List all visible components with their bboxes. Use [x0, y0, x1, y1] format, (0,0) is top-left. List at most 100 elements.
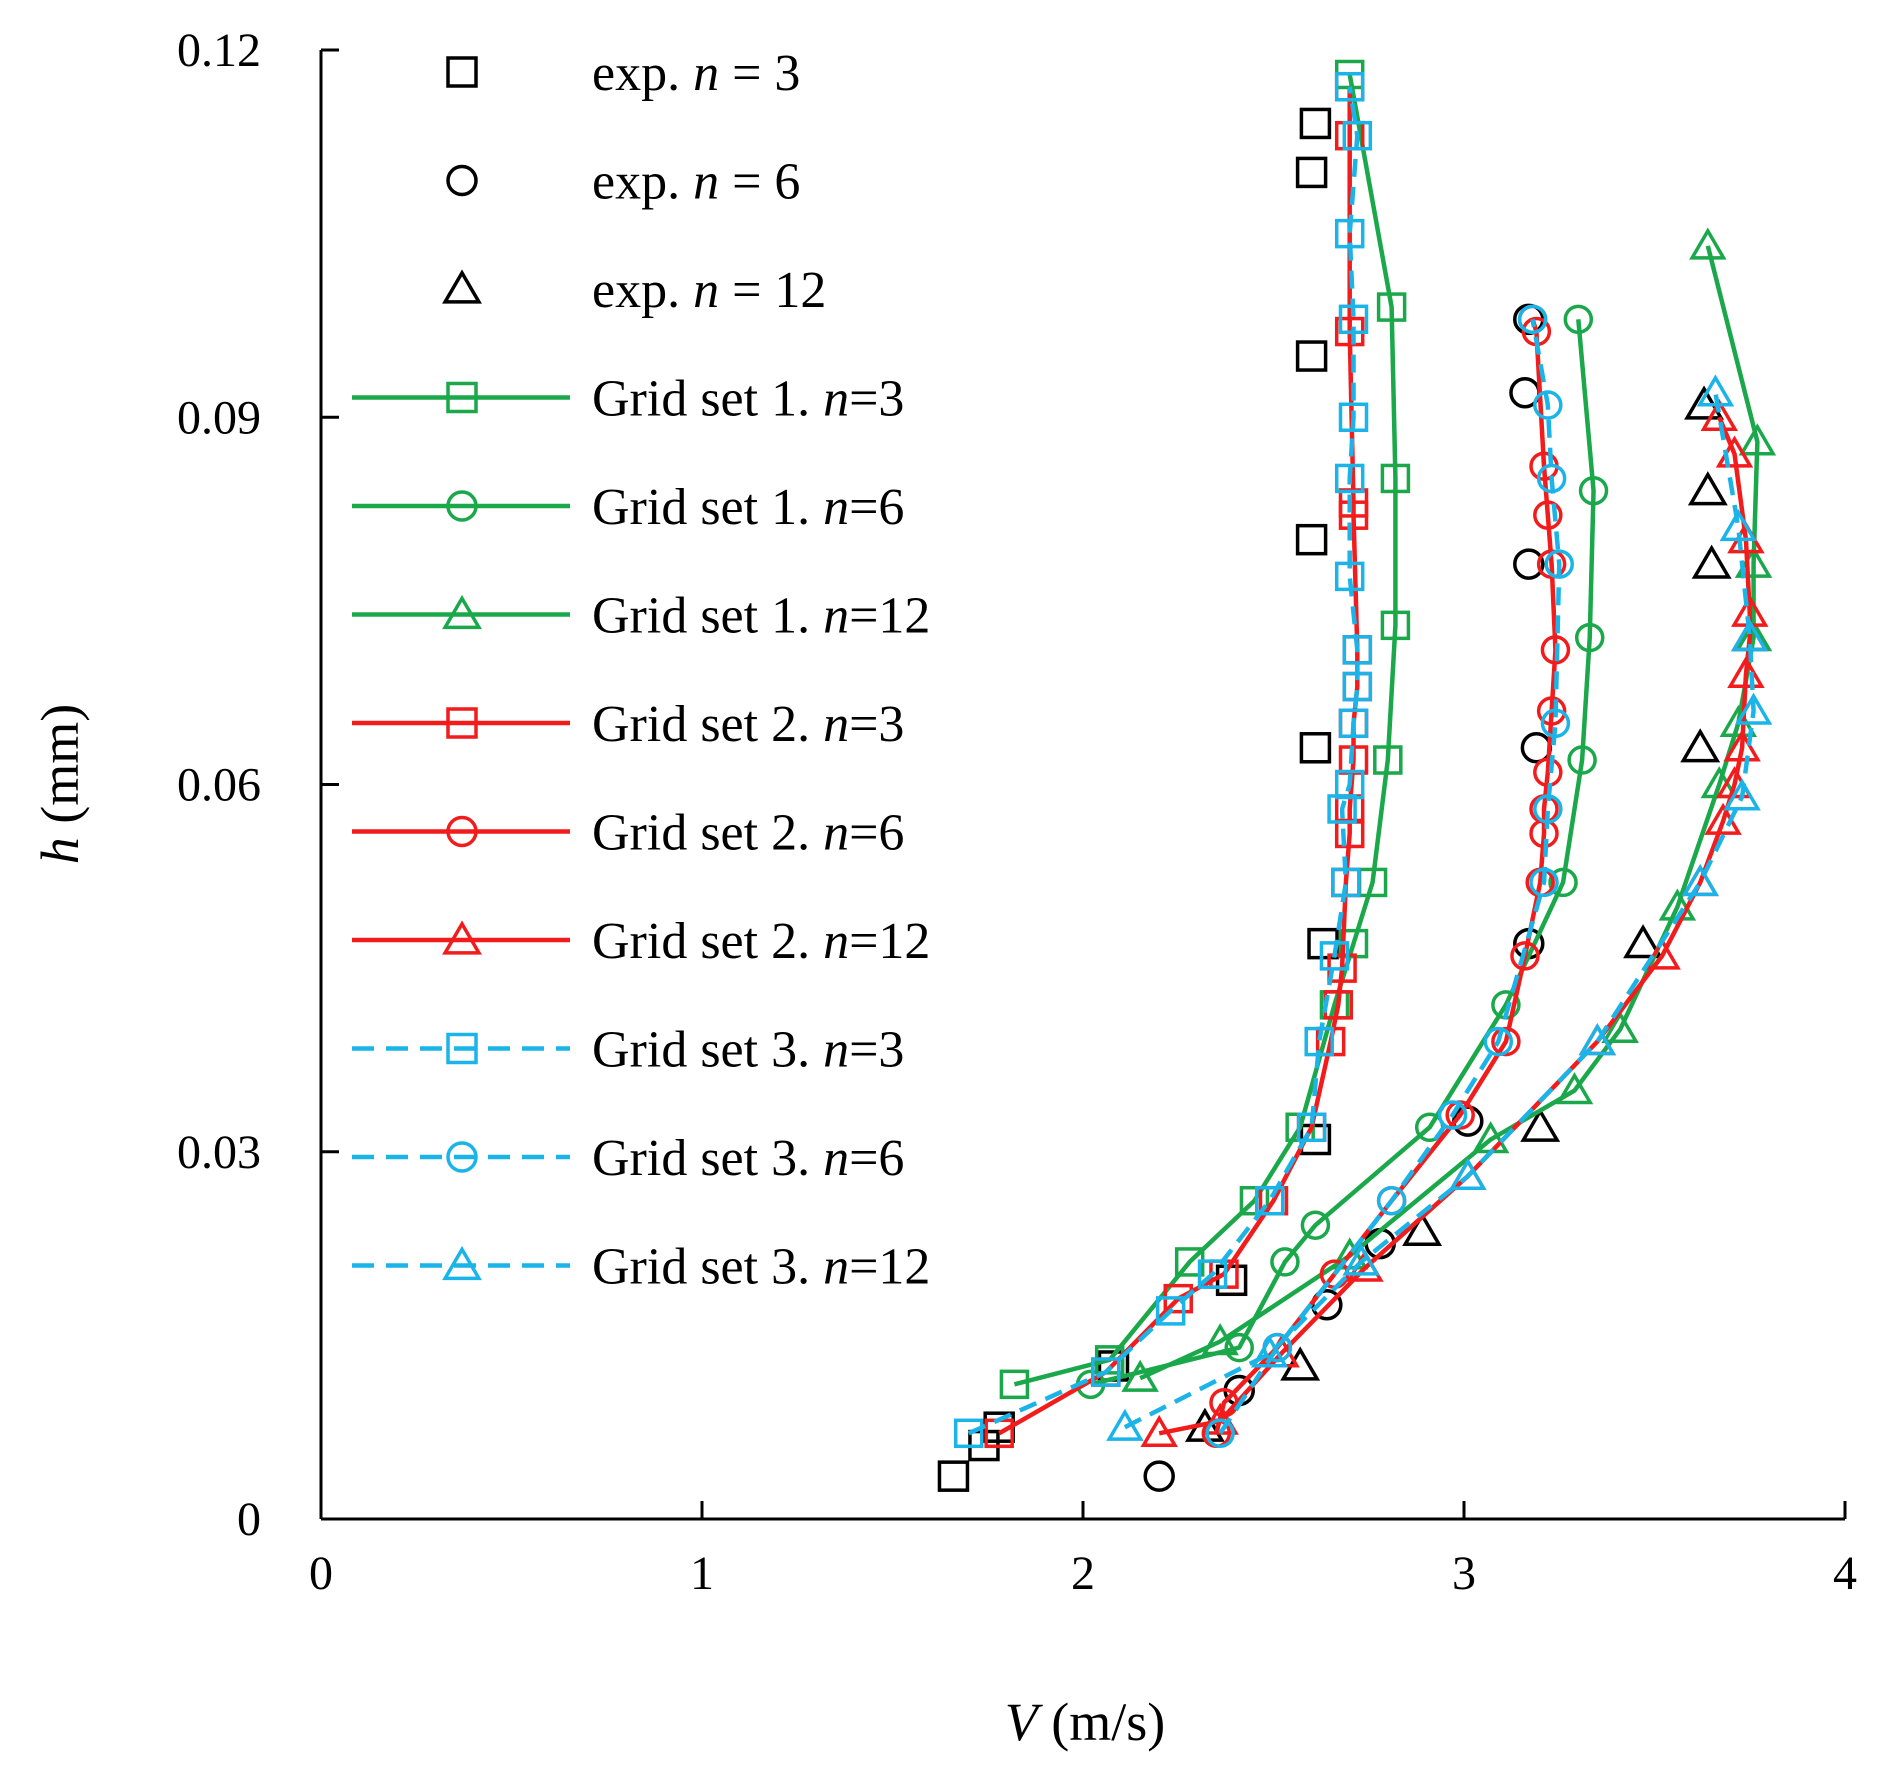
legend-marker-swatch [446, 164, 478, 197]
data-point [1574, 622, 1605, 653]
axes: h (mm) V (m/s) [30, 50, 1845, 1752]
data-point [1338, 708, 1369, 739]
data-point [1334, 769, 1365, 800]
data-point [999, 1369, 1030, 1400]
data-point [1376, 292, 1407, 322]
data-point [1091, 1357, 1121, 1387]
data-point [1536, 549, 1567, 579]
y-tick-label: 0.12 [177, 24, 261, 77]
data-point [1544, 549, 1574, 579]
legend-label: Grid set 3. n=12 [592, 1239, 930, 1296]
data-point [1529, 867, 1559, 898]
data-point [1437, 1100, 1468, 1130]
data-point [1239, 1185, 1270, 1216]
data-point [1331, 867, 1361, 898]
series-grid3-square [953, 71, 1373, 1449]
legend-marker-swatch [446, 1032, 478, 1065]
data-point [1533, 794, 1563, 824]
data-point [1342, 635, 1373, 665]
data-point [1691, 544, 1732, 579]
series-exp-square [937, 107, 1339, 1492]
data-point [1342, 671, 1373, 702]
data-point [1536, 463, 1567, 494]
legend-marker-swatch [446, 490, 478, 522]
data-point [1121, 1359, 1159, 1392]
data-point [1215, 1264, 1248, 1297]
data-point [1342, 120, 1373, 151]
legend-label: Grid set 3. n=6 [592, 1130, 904, 1187]
series-exp-triangle [1184, 385, 1732, 1442]
data-point [1449, 1157, 1487, 1190]
series-grid1-triangle [1121, 227, 1777, 1392]
legend-label: exp. n = 6 [592, 154, 800, 211]
x-axis-label-unit: (m/s) [1038, 1692, 1166, 1752]
data-point [1520, 732, 1553, 764]
data-point [1723, 778, 1761, 811]
series-line [998, 86, 1360, 1436]
legend-label: Grid set 2. n=6 [592, 805, 904, 862]
plot-area [937, 59, 1777, 1492]
legend-label: Grid set 1. n=6 [592, 479, 904, 536]
data-point [1540, 708, 1571, 739]
legend-marker-swatch [442, 920, 482, 955]
data-point [1533, 390, 1563, 420]
legend: exp. n = 3 exp. n = 6 exp. n = 12 Grid set … [352, 45, 930, 1296]
series-line [967, 86, 1360, 1436]
data-point [1201, 1323, 1239, 1356]
data-point [1623, 924, 1664, 959]
data-point [1334, 71, 1365, 102]
y-tick-label: 0.06 [177, 759, 261, 812]
series-line [1123, 392, 1756, 1430]
data-point [1738, 423, 1777, 456]
data-point [1250, 1335, 1289, 1368]
data-point [953, 1418, 984, 1449]
legend-marker-swatch [442, 1245, 482, 1281]
x-axis-label-symbol: V [1005, 1692, 1044, 1752]
data-point [1567, 745, 1597, 775]
data-point [1296, 1112, 1327, 1143]
data-point [1254, 1185, 1285, 1216]
legend-entry: Grid set 1. n=6 [352, 479, 904, 536]
data-point [1380, 610, 1411, 641]
data-point [1689, 227, 1727, 260]
data-point [1700, 398, 1739, 431]
data-point [1270, 1247, 1300, 1277]
data-point [1402, 1211, 1443, 1246]
legend-label: Grid set 2. n=3 [592, 696, 904, 753]
y-tick-label: 0.09 [177, 391, 261, 444]
legend-entry: Grid set 1. n=3 [352, 371, 904, 428]
data-point [1540, 635, 1571, 665]
data-point [1681, 864, 1719, 897]
legend-entry: Grid set 3. n=12 [352, 1239, 930, 1296]
data-point [1533, 500, 1563, 530]
data-point [1304, 1026, 1334, 1057]
data-point [1299, 732, 1332, 764]
data-point [1513, 548, 1545, 580]
data-point [1643, 937, 1681, 970]
series-line [1090, 319, 1596, 1387]
legend-entry: exp. n = 6 [446, 154, 800, 211]
data-point [1106, 1408, 1144, 1441]
data-point [1517, 304, 1548, 335]
data-point [1334, 463, 1365, 494]
data-point [1300, 1210, 1331, 1240]
data-point [1338, 304, 1369, 335]
data-point [1536, 696, 1567, 726]
data-point [1295, 523, 1328, 556]
data-point [1224, 1332, 1254, 1363]
data-point [1723, 729, 1761, 762]
data-point [1299, 107, 1332, 140]
series-line [1013, 74, 1398, 1387]
data-point [1319, 941, 1350, 971]
data-point [1334, 218, 1365, 249]
x-axis-label: V (m/s) [1005, 1692, 1166, 1752]
legend-label: Grid set 1. n=3 [592, 371, 904, 428]
legend-marker-swatch [442, 594, 482, 630]
data-point [1578, 1023, 1617, 1056]
data-point [1155, 1296, 1186, 1326]
legend-marker-swatch [446, 707, 478, 739]
legend-label: Grid set 3. n=3 [592, 1022, 904, 1079]
data-point [1143, 1460, 1175, 1492]
legend-label: Grid set 2. n=12 [592, 913, 930, 970]
y-tick-label: 0.03 [177, 1126, 261, 1179]
